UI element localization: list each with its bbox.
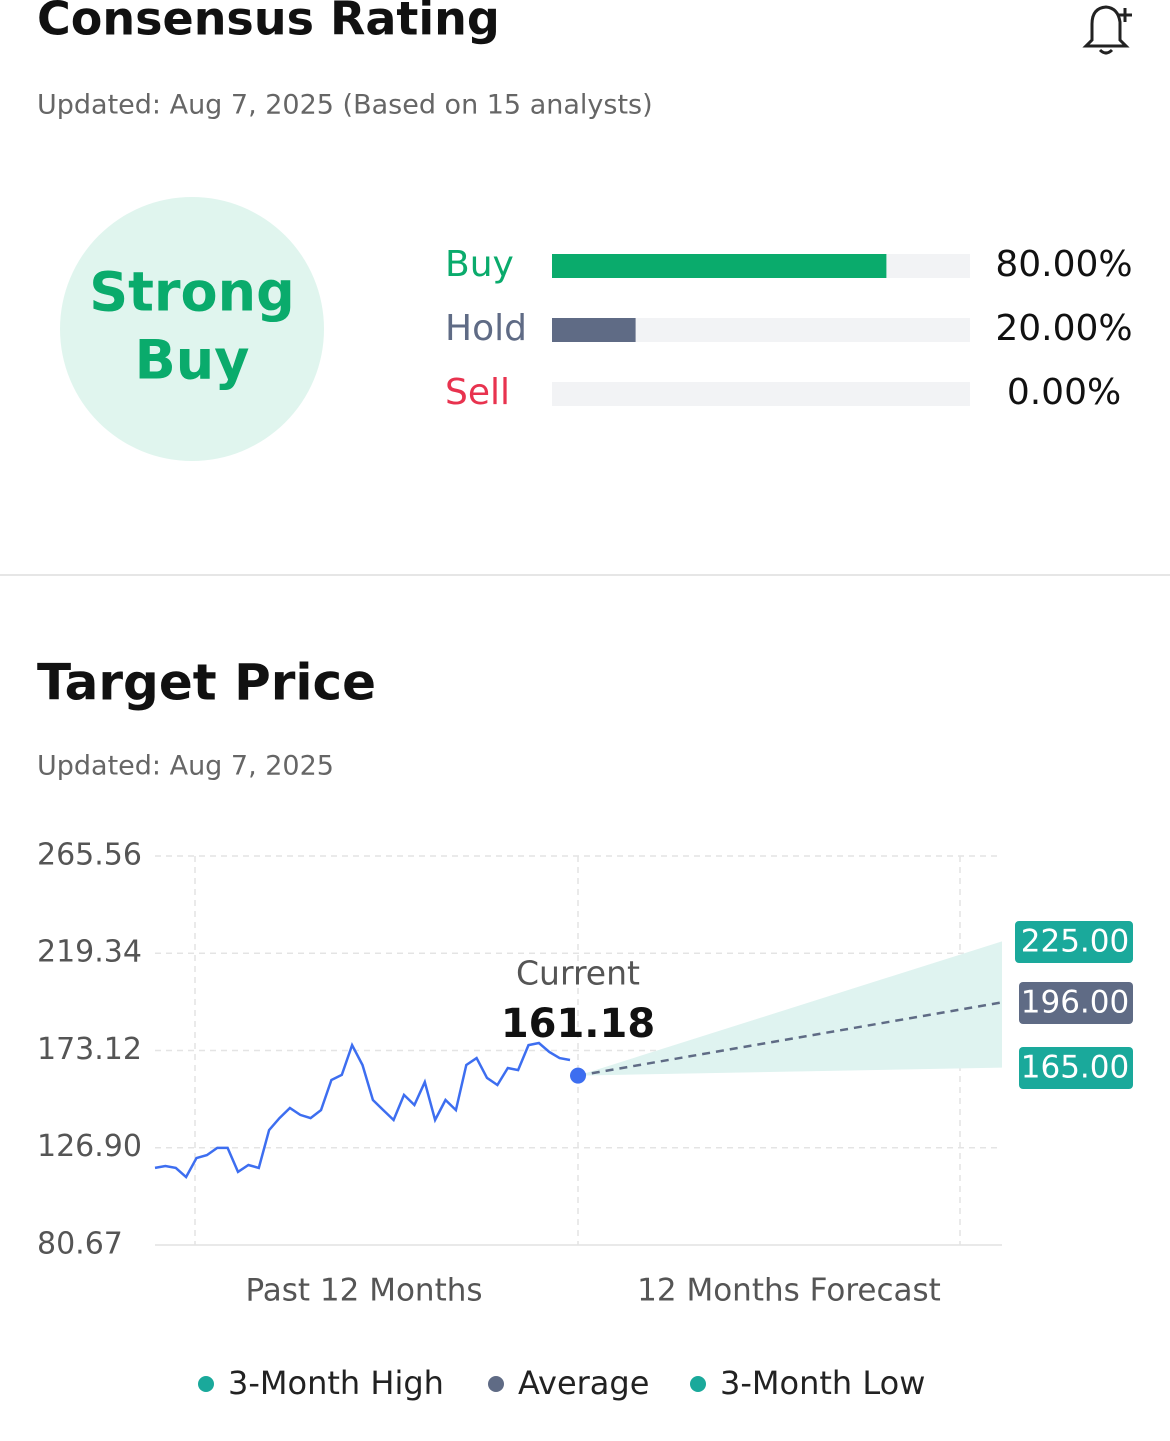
updated-text: Updated: Aug 7, 2025 <box>37 751 334 782</box>
percent-label: 0.00% <box>1007 372 1121 413</box>
percent-label: 80.00% <box>995 244 1132 285</box>
bell-icon[interactable] <box>1082 5 1132 55</box>
section-title: Target Price <box>37 654 376 712</box>
average-line <box>577 1001 1003 1077</box>
x-category-label: Past 12 Months <box>245 1273 482 1309</box>
y-tick-label: 126.90 <box>37 1129 142 1164</box>
current-caption: Current <box>516 954 640 993</box>
current-value: 161.18 <box>501 1001 655 1047</box>
rating-category: Hold <box>445 308 527 349</box>
rating-label: Buy <box>135 329 250 392</box>
target-label: 196.00 <box>1021 985 1129 1021</box>
percent-label: 20.00% <box>995 308 1132 349</box>
legend-label: 3-Month Low <box>720 1364 925 1402</box>
legend-dot <box>690 1376 706 1392</box>
current-dot <box>570 1067 586 1084</box>
target-label: 165.00 <box>1021 1050 1129 1086</box>
y-tick-label: 265.56 <box>37 838 142 873</box>
bar-track <box>552 382 970 406</box>
rating-label: Strong <box>89 261 295 324</box>
legend-label: Average <box>518 1364 649 1402</box>
rating-category: Sell <box>445 372 510 413</box>
y-tick-label: 80.67 <box>37 1227 123 1262</box>
y-tick-label: 219.34 <box>37 935 142 970</box>
x-category-label: 12 Months Forecast <box>637 1273 941 1309</box>
legend-label: 3-Month High <box>228 1364 444 1402</box>
legend-dot <box>198 1376 214 1392</box>
y-tick-label: 173.12 <box>37 1032 142 1067</box>
rating-circle <box>60 197 324 461</box>
target-badge <box>1019 982 1133 1024</box>
bar <box>552 318 636 342</box>
updated-text: Updated: Aug 7, 2025 (Based on 15 analys… <box>37 90 653 121</box>
price-line <box>154 1041 571 1179</box>
target-badge <box>1015 921 1133 963</box>
target-label: 225.00 <box>1021 924 1129 960</box>
forecast-area <box>578 941 1002 1076</box>
target-badge <box>1019 1047 1133 1089</box>
rating-category: Buy <box>445 244 514 285</box>
legend-dot <box>488 1376 504 1392</box>
bar <box>552 254 887 278</box>
section-title: Consensus Rating <box>37 0 500 46</box>
